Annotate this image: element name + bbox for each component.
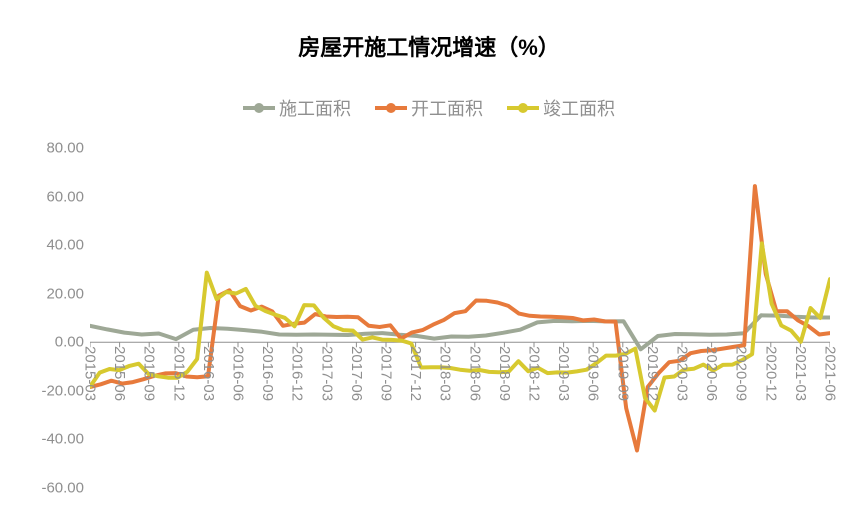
x-tick: 2016-09 xyxy=(259,346,276,401)
x-tick: 2018-03 xyxy=(437,346,454,401)
legend-item-1: 开工面积 xyxy=(375,95,483,121)
x-tick: 2017-06 xyxy=(348,346,365,401)
x-tick: 2019-06 xyxy=(585,346,602,401)
plot-svg xyxy=(90,148,830,488)
x-tick: 2017-03 xyxy=(318,346,335,401)
x-tick: 2016-12 xyxy=(289,346,306,401)
y-tick: 80.00 xyxy=(46,140,90,157)
x-tick: 2017-12 xyxy=(407,346,424,401)
x-tick: 2016-06 xyxy=(230,346,247,401)
y-tick: -20.00 xyxy=(41,382,90,399)
x-tick: 2018-12 xyxy=(526,346,543,401)
x-tick: 2020-06 xyxy=(703,346,720,401)
y-tick: 60.00 xyxy=(46,188,90,205)
y-tick: 20.00 xyxy=(46,285,90,302)
x-tick: 2021-03 xyxy=(792,346,809,401)
x-tick: 2020-03 xyxy=(674,346,691,401)
x-tick: 2018-09 xyxy=(496,346,513,401)
x-tick: 2018-06 xyxy=(466,346,483,401)
legend-item-2: 竣工面积 xyxy=(507,95,615,121)
legend: 施工面积 开工面积 竣工面积 xyxy=(0,95,858,121)
x-tick: 2019-03 xyxy=(555,346,572,401)
x-tick: 2019-12 xyxy=(644,346,661,401)
legend-swatch-2 xyxy=(507,106,539,110)
x-tick: 2015-06 xyxy=(111,346,128,401)
x-tick: 2020-09 xyxy=(733,346,750,401)
y-tick: 40.00 xyxy=(46,237,90,254)
legend-item-0: 施工面积 xyxy=(243,95,351,121)
legend-label-1: 开工面积 xyxy=(411,95,483,121)
x-tick: 2021-06 xyxy=(822,346,839,401)
legend-swatch-0 xyxy=(243,106,275,110)
legend-label-2: 竣工面积 xyxy=(543,95,615,121)
chart-title: 房屋开施工情况增速（%） xyxy=(0,30,858,62)
y-tick: 0.00 xyxy=(55,334,90,351)
x-tick: 2015-12 xyxy=(170,346,187,401)
y-tick: -60.00 xyxy=(41,480,90,497)
x-tick: 2019-09 xyxy=(614,346,631,401)
x-tick: 2016-03 xyxy=(200,346,217,401)
legend-label-0: 施工面积 xyxy=(279,95,351,121)
x-tick: 2020-12 xyxy=(762,346,779,401)
chart-container: 房屋开施工情况增速（%） 施工面积 开工面积 竣工面积 2015-032015-… xyxy=(0,0,858,511)
plot-area: 2015-032015-062015-092015-122016-032016-… xyxy=(90,148,830,488)
x-tick: 2015-09 xyxy=(141,346,158,401)
y-tick: -40.00 xyxy=(41,431,90,448)
x-tick: 2017-09 xyxy=(378,346,395,401)
legend-swatch-1 xyxy=(375,106,407,110)
